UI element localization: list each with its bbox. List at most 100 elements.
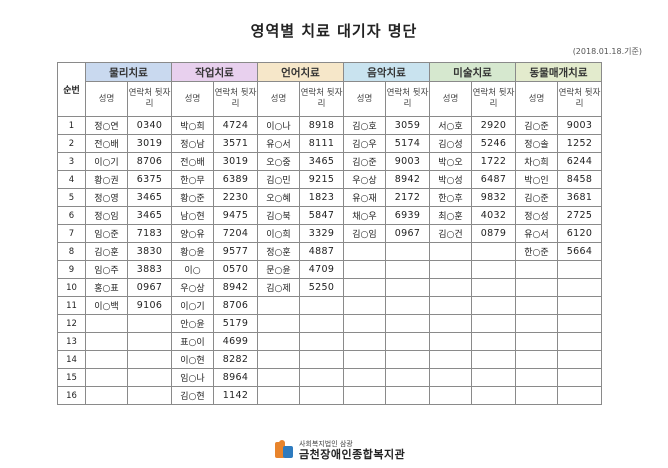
phone-suffix-cell: 8282	[213, 350, 258, 369]
phone-suffix-cell: 6375	[127, 170, 172, 189]
patient-name-cell	[257, 350, 300, 369]
phone-suffix-cell: 3329	[299, 224, 344, 243]
patient-name-cell: 한○무	[171, 170, 214, 189]
patient-name-cell	[257, 296, 300, 315]
therapy-group-header: 동물매개치료	[515, 62, 602, 82]
patient-name-cell	[515, 368, 558, 387]
waitlist-table: 순번 물리치료 작업치료 언어치료 음악치료 미술치료 동물매개치료 성명 연락처 뒷자리 성…	[57, 62, 602, 405]
patient-name-cell	[429, 242, 472, 261]
patient-name-cell: 김○현	[171, 386, 214, 405]
name-column-header: 성명	[171, 81, 214, 117]
phone-suffix-cell: 3465	[127, 188, 172, 207]
seq-number-cell: 9	[57, 260, 86, 279]
patient-name-cell: 오○혜	[257, 188, 300, 207]
patient-name-cell	[257, 332, 300, 351]
phone-suffix-cell	[385, 242, 430, 261]
table-row: 16 김○현 1142	[57, 386, 602, 405]
phone-suffix-cell	[127, 350, 172, 369]
patient-name-cell: 서○호	[429, 116, 472, 135]
phone-suffix-cell: 9475	[213, 206, 258, 225]
phone-suffix-cell: 8942	[385, 170, 430, 189]
phone-suffix-cell: 8942	[213, 278, 258, 297]
patient-name-cell	[85, 386, 128, 405]
phone-suffix-cell	[557, 260, 602, 279]
phone-suffix-cell	[471, 386, 516, 405]
patient-name-cell: 정○솔	[515, 134, 558, 153]
phone-suffix-cell	[385, 368, 430, 387]
footer: 사회복지법인 삼광 금천장애인종합복지관	[274, 438, 405, 462]
patient-name-cell	[257, 314, 300, 333]
therapy-group-header: 음악치료	[343, 62, 430, 82]
phone-suffix-cell: 2920	[471, 116, 516, 135]
patient-name-cell	[257, 386, 300, 405]
table-row: 2 전○배 3019 정○남 3571 유○서 8111 김○우 5174 김○성 5246 정○솔 1…	[57, 134, 602, 153]
patient-name-cell: 우○상	[343, 170, 386, 189]
phone-suffix-cell: 6487	[471, 170, 516, 189]
phone-suffix-cell: 1722	[471, 152, 516, 171]
seq-number-cell: 10	[57, 278, 86, 297]
table-row: 9 임○주 3883 이○ 0570 문○윤 4709	[57, 260, 602, 279]
patient-name-cell: 표○이	[171, 332, 214, 351]
therapy-group-header-row: 순번 물리치료 작업치료 언어치료 음악치료 미술치료 동물매개치료	[57, 62, 602, 117]
phone-suffix-cell	[471, 242, 516, 261]
patient-name-cell	[429, 350, 472, 369]
therapy-group-header: 작업치료	[171, 62, 258, 82]
page-title: 영역별 치료 대기자 명단	[250, 22, 418, 40]
phone-suffix-cell: 6244	[557, 152, 602, 171]
patient-name-cell: 박○인	[515, 170, 558, 189]
seq-number-cell: 3	[57, 152, 86, 171]
phone-suffix-cell: 9106	[127, 296, 172, 315]
phone-suffix-cell	[557, 314, 602, 333]
patient-name-cell: 임○준	[85, 224, 128, 243]
phone-column-header: 연락처 뒷자리	[299, 81, 344, 117]
patient-name-cell	[429, 314, 472, 333]
patient-name-cell: 한○준	[515, 242, 558, 261]
patient-name-cell: 임○주	[85, 260, 128, 279]
seq-number-cell: 15	[57, 368, 86, 387]
patient-name-cell: 박○오	[429, 152, 472, 171]
phone-suffix-cell: 1252	[557, 134, 602, 153]
therapy-group-header: 미술치료	[429, 62, 516, 82]
patient-name-cell	[85, 368, 128, 387]
patient-name-cell	[515, 332, 558, 351]
patient-name-cell: 김○건	[429, 224, 472, 243]
seq-number-cell: 2	[57, 134, 86, 153]
patient-name-cell: 김○임	[343, 224, 386, 243]
patient-name-cell: 양○유	[171, 224, 214, 243]
table-row: 8 김○훈 3830 황○윤 9577 정○훈 4887 한○준 5664	[57, 242, 602, 261]
patient-name-cell	[429, 278, 472, 297]
patient-name-cell: 황○권	[85, 170, 128, 189]
phone-suffix-cell: 3465	[127, 206, 172, 225]
patient-name-cell: 전○배	[171, 152, 214, 171]
phone-column-header: 연락처 뒷자리	[385, 81, 430, 117]
phone-suffix-cell	[127, 386, 172, 405]
patient-name-cell: 유○서	[515, 224, 558, 243]
patient-name-cell	[343, 386, 386, 405]
patient-name-cell: 임○나	[171, 368, 214, 387]
name-column-header: 성명	[257, 81, 300, 117]
phone-suffix-cell: 6120	[557, 224, 602, 243]
phone-suffix-cell: 6939	[385, 206, 430, 225]
phone-suffix-cell: 0967	[385, 224, 430, 243]
phone-suffix-cell: 2230	[213, 188, 258, 207]
patient-name-cell: 김○민	[257, 170, 300, 189]
phone-suffix-cell: 3019	[127, 134, 172, 153]
phone-suffix-cell	[299, 296, 344, 315]
patient-name-cell: 문○윤	[257, 260, 300, 279]
patient-name-cell	[343, 332, 386, 351]
phone-suffix-cell	[471, 314, 516, 333]
phone-suffix-cell	[127, 332, 172, 351]
phone-suffix-cell: 5174	[385, 134, 430, 153]
patient-name-cell: 최○훈	[429, 206, 472, 225]
phone-suffix-cell	[557, 332, 602, 351]
patient-name-cell: 차○희	[515, 152, 558, 171]
patient-name-cell	[343, 314, 386, 333]
patient-name-cell	[515, 386, 558, 405]
patient-name-cell	[85, 350, 128, 369]
patient-name-cell	[429, 386, 472, 405]
patient-name-cell: 정○임	[85, 206, 128, 225]
phone-column-header: 연락처 뒷자리	[557, 81, 602, 117]
phone-suffix-cell: 9577	[213, 242, 258, 261]
phone-suffix-cell: 5246	[471, 134, 516, 153]
phone-suffix-cell	[385, 314, 430, 333]
